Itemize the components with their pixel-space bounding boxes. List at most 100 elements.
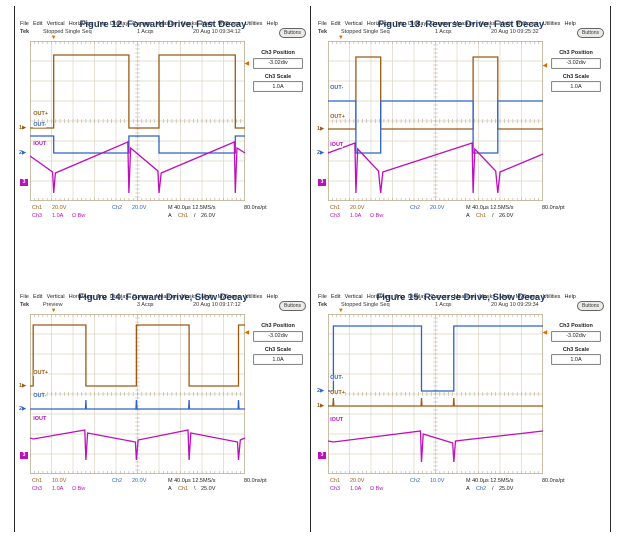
ch3-scale-value[interactable]: 1.0A: [551, 354, 601, 365]
menu-item-masks[interactable]: Masks: [181, 20, 198, 27]
menu-item-help[interactable]: Help: [564, 20, 576, 27]
menu-item-utilities[interactable]: Utilities: [542, 20, 561, 27]
menu-item-vertical[interactable]: Vertical: [344, 20, 363, 27]
menu-item-cursors[interactable]: Cursors: [430, 20, 450, 27]
menu-item-measure[interactable]: Measure: [155, 293, 178, 300]
menu-item-trig[interactable]: Trig: [394, 20, 405, 27]
menu-item-display[interactable]: Display: [110, 293, 129, 300]
menu-item-math[interactable]: Math: [499, 20, 512, 27]
datetime: 20 Aug 10 09:29:34: [491, 302, 539, 308]
menu-item-measure[interactable]: Measure: [155, 20, 178, 27]
figure-cell: File Edit Vertical Horiz/Acq Trig Display Curs…: [17, 281, 309, 520]
ch3-marker: 3: [20, 179, 28, 186]
menu-item-file[interactable]: File: [318, 20, 327, 27]
menu-item-vertical[interactable]: Vertical: [344, 293, 363, 300]
menu-item-utilities[interactable]: Utilities: [542, 293, 561, 300]
ch3-scale-label: Ch3 Scale: [562, 346, 590, 353]
figure-cell: File Edit Vertical Horiz/Acq Trig Display Curs…: [315, 8, 607, 247]
menu-bar: File Edit Vertical Horiz/Acq Trig Display Curs…: [318, 19, 576, 28]
menu-item-math[interactable]: Math: [499, 293, 512, 300]
trace-label-out: OUT+: [330, 114, 345, 120]
menu-item-horizacq[interactable]: Horiz/Acq: [68, 20, 93, 27]
menu-item-trig[interactable]: Trig: [96, 293, 107, 300]
menu-item-edit[interactable]: Edit: [33, 293, 43, 300]
menu-item-edit[interactable]: Edit: [331, 293, 341, 300]
menu-item-file[interactable]: File: [318, 293, 327, 300]
menu-item-edit[interactable]: Edit: [33, 20, 43, 27]
menu-item-horizacq[interactable]: Horiz/Acq: [366, 20, 391, 27]
menu-item-masks[interactable]: Masks: [479, 293, 496, 300]
menu-item-help[interactable]: Help: [564, 293, 576, 300]
menu-item-math[interactable]: Math: [201, 20, 214, 27]
ch3-position-value[interactable]: -3.02div: [551, 57, 601, 69]
trigger-level-marker: ◀: [244, 61, 250, 67]
menu-item-edit[interactable]: Edit: [331, 20, 341, 27]
readout-bar: Ch1 10.0V Ch2 20.0V M 40.0µs 12.5MS/s 80…: [30, 478, 306, 496]
menu-item-display[interactable]: Display: [408, 293, 427, 300]
buttons-button[interactable]: Buttons: [279, 301, 306, 311]
acquisition-count: 3 Acqs: [137, 302, 154, 308]
channel-side-panel: Ch3 Position -3.02div Ch3 Scale 1.0A: [548, 318, 604, 367]
readout-ch3-coupling: Ω Bw: [72, 486, 86, 492]
waveform-trace-ch3: [328, 430, 543, 463]
ch3-scale-value[interactable]: 1.0A: [253, 81, 303, 92]
menu-item-myscope[interactable]: MyScope: [217, 20, 241, 27]
trigger-position-marker: ▼: [337, 307, 344, 314]
buttons-button[interactable]: Buttons: [279, 28, 306, 38]
menu-item-file[interactable]: File: [20, 293, 29, 300]
tek-logo: Tek: [318, 302, 328, 308]
menu-item-horizacq[interactable]: Horiz/Acq: [366, 293, 391, 300]
menu-item-utilities[interactable]: Utilities: [244, 293, 263, 300]
menu-item-display[interactable]: Display: [110, 20, 129, 27]
menu-item-vertical[interactable]: Vertical: [46, 293, 65, 300]
menu-item-display[interactable]: Display: [408, 20, 427, 27]
menu-item-vertical[interactable]: Vertical: [46, 20, 65, 27]
menu-item-help[interactable]: Help: [266, 293, 278, 300]
menu-item-measure[interactable]: Measure: [453, 293, 476, 300]
ch1-marker: 1▶: [317, 403, 325, 409]
menu-item-measure[interactable]: Measure: [453, 20, 476, 27]
menu-item-myscope[interactable]: MyScope: [515, 20, 539, 27]
ch3-scale-value[interactable]: 1.0A: [551, 81, 601, 92]
buttons-button[interactable]: Buttons: [577, 28, 604, 38]
waveform-trace-ch2: [30, 399, 245, 410]
waveform-graticule: [30, 41, 245, 201]
oscilloscope-screenshot: File Edit Vertical Horiz/Acq Trig Display Curs…: [315, 19, 607, 247]
readout-timebase: M 40.0µs 12.5MS/s: [466, 478, 514, 484]
menu-bar: File Edit Vertical Horiz/Acq Trig Display Curs…: [20, 292, 278, 301]
trace-label-iout: IOUT: [330, 142, 344, 148]
trigger-position-marker: ▼: [337, 34, 344, 41]
waveform-graticule: [328, 314, 543, 474]
menu-item-myscope[interactable]: MyScope: [515, 293, 539, 300]
menu-item-help[interactable]: Help: [266, 20, 278, 27]
menu-item-cursors[interactable]: Cursors: [430, 293, 450, 300]
ch3-position-value[interactable]: -3.02div: [253, 330, 303, 342]
menu-item-masks[interactable]: Masks: [479, 20, 496, 27]
buttons-button[interactable]: Buttons: [577, 301, 604, 311]
menu-item-cursors[interactable]: Cursors: [132, 293, 152, 300]
menu-item-cursors[interactable]: Cursors: [132, 20, 152, 27]
readout-ch1-value: 10.0V: [52, 478, 67, 484]
ch3-position-value[interactable]: -3.02div: [253, 57, 303, 69]
menu-item-masks[interactable]: Masks: [181, 293, 198, 300]
readout-ch3-value: 1.0A: [350, 486, 362, 492]
menu-item-trig[interactable]: Trig: [394, 293, 405, 300]
oscilloscope-screenshot: File Edit Vertical Horiz/Acq Trig Display Curs…: [17, 292, 309, 520]
readout-ch3-value: 1.0A: [52, 486, 64, 492]
menu-item-utilities[interactable]: Utilities: [244, 20, 263, 27]
menu-item-file[interactable]: File: [20, 20, 29, 27]
ch3-position-label: Ch3 Position: [261, 323, 295, 329]
readout-resolution: 80.0ns/pt: [244, 205, 267, 211]
ch3-scale-value[interactable]: 1.0A: [253, 354, 303, 365]
ch3-position-value[interactable]: -3.02div: [551, 330, 601, 342]
readout-trig-source: Ch1: [178, 213, 189, 219]
menu-item-trig[interactable]: Trig: [96, 20, 107, 27]
menu-item-math[interactable]: Math: [201, 293, 214, 300]
readout-ch3-coupling: Ω Bw: [72, 213, 86, 219]
menu-item-myscope[interactable]: MyScope: [217, 293, 241, 300]
status-row: Tek Stopped Single Seq 1 Acqs 20 Aug 10 …: [17, 28, 309, 38]
readout-ch1-label: Ch1: [32, 478, 43, 484]
readout-ch2-value: 20.0V: [132, 205, 147, 211]
waveform-trace-ch1: [30, 324, 245, 387]
menu-item-horizacq[interactable]: Horiz/Acq: [68, 293, 93, 300]
